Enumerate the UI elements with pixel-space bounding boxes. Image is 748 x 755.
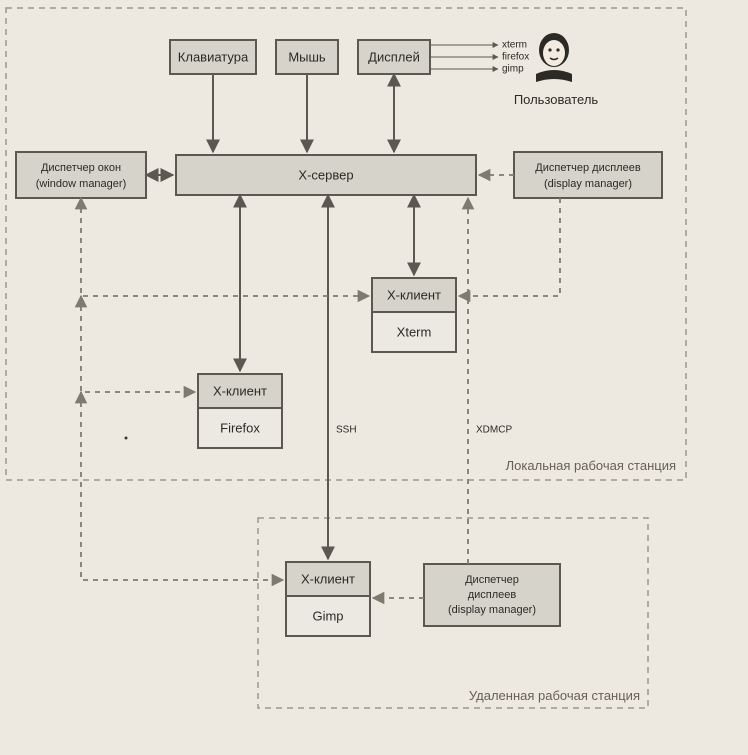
mouse-node: Мышь <box>276 40 338 74</box>
display-xterm-label: xterm <box>502 40 527 51</box>
xclient-firefox-node: X-клиент Firefox <box>198 374 282 448</box>
display-node: Дисплей <box>358 40 430 74</box>
user-icon <box>536 33 572 82</box>
svg-text:X-клиент: X-клиент <box>387 287 441 302</box>
svg-text:(display manager): (display manager) <box>544 178 632 190</box>
winmgr-xclient2 <box>81 296 195 392</box>
svg-text:Клавиатура: Клавиатура <box>178 49 249 64</box>
xclient-gimp-node: X-клиент Gimp <box>286 562 370 636</box>
svg-text:Мышь: Мышь <box>288 49 326 64</box>
decorative-dot <box>125 437 128 440</box>
svg-text:X-клиент: X-клиент <box>301 571 355 586</box>
winmgr-xclient1 <box>81 198 369 296</box>
remote-station-label: Удаленная рабочая станция <box>469 688 640 703</box>
svg-text:X-клиент: X-клиент <box>213 383 267 398</box>
xdmcp-label: XDMCP <box>476 425 512 436</box>
svg-text:X-сервер: X-сервер <box>298 167 353 182</box>
x11-architecture-diagram: Локальная рабочая станция Удаленная рабо… <box>0 0 748 755</box>
svg-text:Диспетчер окон: Диспетчер окон <box>41 162 121 174</box>
dispmgr-xclient1 <box>459 198 560 296</box>
xclient-xterm-node: X-клиент Xterm <box>372 278 456 352</box>
ssh-label: SSH <box>336 425 357 436</box>
window-manager-node: Диспетчер окон (window manager) <box>16 152 146 198</box>
svg-text:Диспетчер: Диспетчер <box>465 574 519 586</box>
svg-text:Диспетчер дисплеев: Диспетчер дисплеев <box>535 162 641 174</box>
svg-text:дисплеев: дисплеев <box>468 589 517 601</box>
local-station-region <box>6 8 686 480</box>
svg-text:Дисплей: Дисплей <box>368 49 420 64</box>
user-label: Пользователь <box>514 92 599 107</box>
svg-text:Xterm: Xterm <box>397 324 432 339</box>
svg-text:(display manager): (display manager) <box>448 604 536 616</box>
svg-text:(window manager): (window manager) <box>36 178 126 190</box>
display-manager-local-node: Диспетчер дисплеев (display manager) <box>514 152 662 198</box>
local-station-label: Локальная рабочая станция <box>506 458 676 473</box>
xserver-node: X-сервер <box>176 155 476 195</box>
keyboard-node: Клавиатура <box>170 40 256 74</box>
display-manager-remote-node: Диспетчер дисплеев (display manager) <box>424 564 560 626</box>
svg-text:Firefox: Firefox <box>220 420 260 435</box>
display-firefox-label: firefox <box>502 52 529 63</box>
svg-text:Gimp: Gimp <box>312 608 343 623</box>
display-gimp-label: gimp <box>502 64 524 75</box>
